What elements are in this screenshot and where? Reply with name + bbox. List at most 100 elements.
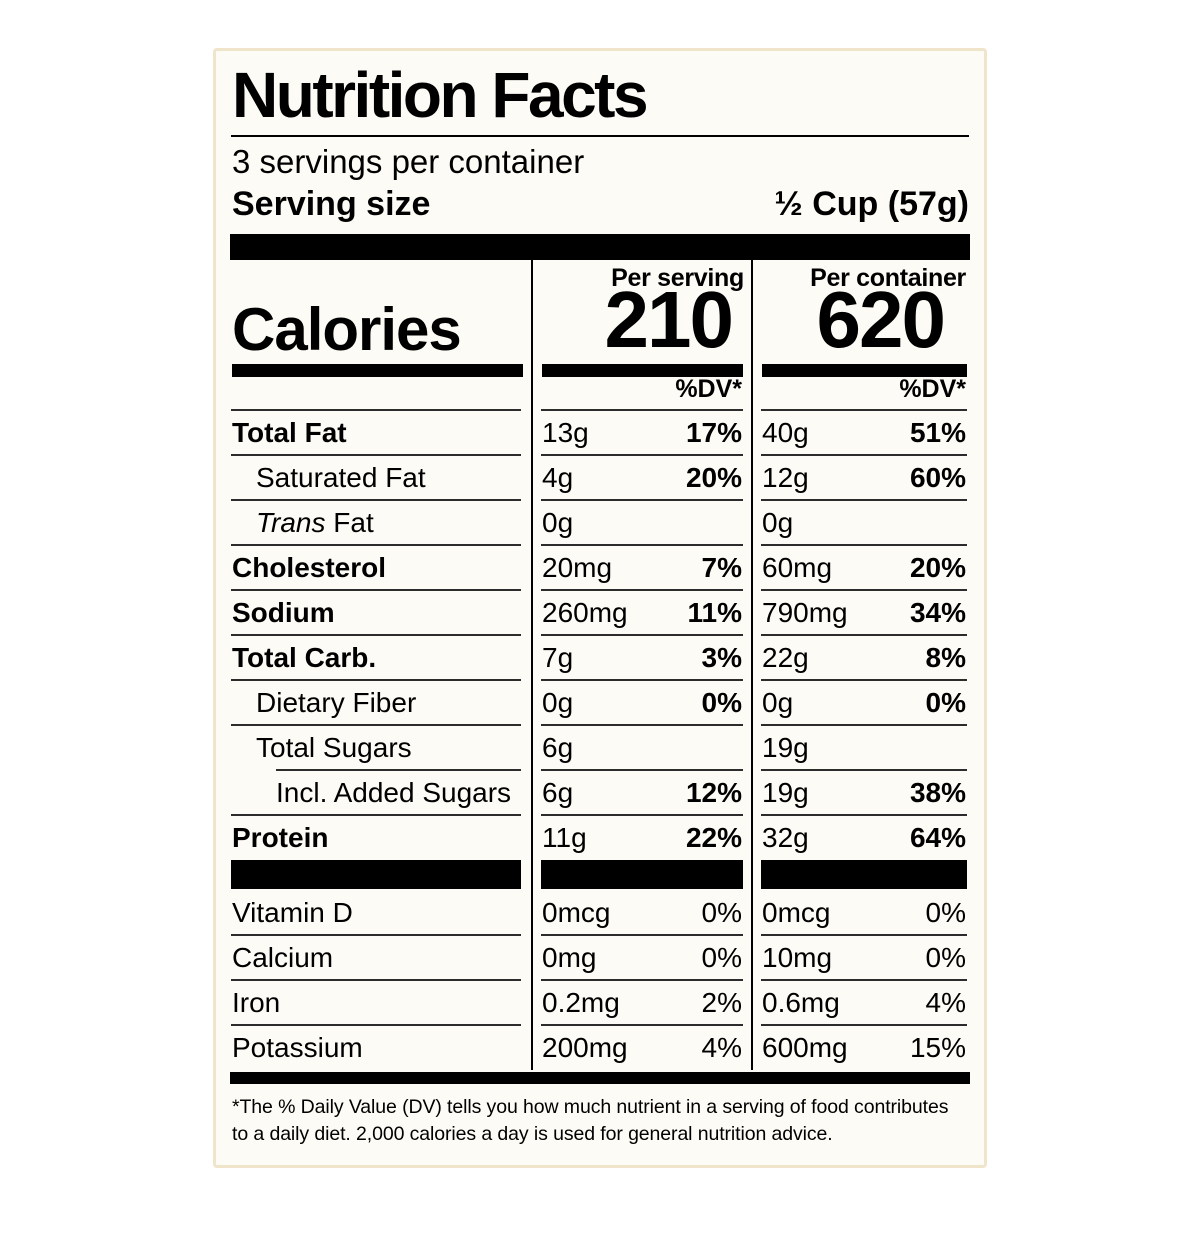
nutrient-name-cell: Calcium (216, 934, 531, 980)
dv-per-serving: 12% (685, 776, 742, 808)
per-serving-cell: 0.2mg 2% (531, 979, 751, 1026)
amount-per-serving: 11g (542, 821, 587, 853)
nutrient-row: Protein 11g 22% 32g 64% (216, 814, 984, 861)
nutrient-name: Total Sugars (256, 732, 412, 764)
separator-cell (216, 860, 531, 890)
calories-per-serving-cell: Per serving 210 %DV* (531, 260, 751, 411)
amount-per-container: 790mg (762, 596, 848, 628)
nutrient-row: Dietary Fiber 0g 0% 0g 0% (216, 679, 984, 726)
nutrient-name: Total Fat (232, 417, 347, 449)
dv-per-serving: 7% (701, 551, 742, 583)
nutrient-name: Saturated Fat (256, 462, 426, 494)
dv-per-serving: 2% (701, 986, 742, 1018)
amount-per-serving: 6g (542, 731, 574, 763)
per-container-cell: 19g (751, 724, 984, 771)
amount-per-container: 12g (762, 461, 809, 493)
nutrient-name: Sodium (232, 597, 335, 629)
amount-per-serving: 200mg (542, 1031, 628, 1063)
amount-per-serving: 7g (542, 641, 574, 673)
nutrient-name-text: Total Fat (232, 416, 347, 448)
section-separator-bar-row (216, 860, 984, 891)
dv-per-container: 38% (909, 776, 966, 808)
nutrient-name-cell: Sodium (216, 589, 531, 635)
calories-per-container-cell: Per container 620 %DV* (751, 260, 984, 411)
separator-bar-segment (231, 860, 521, 890)
nutrient-name-italic: Trans (256, 506, 326, 538)
nutrient-name-cell: Potassium (216, 1024, 531, 1070)
nutrient-row: Incl. Added Sugars 6g 12% 19g 38% (216, 769, 984, 816)
micronutrient-table: Vitamin D 0mcg 0% 0mcg 0% Calcium 0mg 0%… (216, 890, 984, 1071)
dv-per-serving: 3% (701, 641, 742, 673)
nutrient-name: Dietary Fiber (256, 687, 416, 719)
calories-label: Calories (232, 296, 462, 364)
calories-underbar (232, 364, 523, 378)
nutrient-name-text: Cholesterol (232, 551, 387, 583)
dv-per-container: 20% (909, 551, 966, 583)
serving-size-value: ½ Cup (57g) (774, 184, 969, 223)
page-background: Nutrition Facts 3 servings per container… (0, 48, 1200, 1248)
per-container-cell: 0.6mg 4% (751, 979, 984, 1026)
per-container-cell: 22g 8% (751, 634, 984, 681)
nutrient-row: Iron 0.2mg 2% 0.6mg 4% (216, 979, 984, 1026)
nutrient-name-text: Vitamin D (232, 896, 353, 928)
amount-per-container: 60mg (762, 551, 833, 583)
nutrient-name-cell: Incl. Added Sugars (216, 769, 531, 815)
per-serving-cell: 0mg 0% (531, 934, 751, 981)
per-container-cell: 32g 64% (751, 814, 984, 861)
nutrient-name-text: Total Sugars (256, 731, 412, 763)
amount-per-container: 10mg (762, 941, 833, 973)
per-container-cell: 0mcg 0% (751, 890, 984, 936)
per-serving-cell: 13g 17% (531, 409, 751, 456)
per-serving-cell: 0g (531, 499, 751, 546)
nutrient-name-cell: Dietary Fiber (216, 679, 531, 725)
title-divider (231, 135, 969, 137)
calories-underbar (762, 364, 967, 378)
nutrient-row: Total Sugars 6g 19g (216, 724, 984, 771)
per-container-cell: 10mg 0% (751, 934, 984, 981)
amount-per-container: 22g (762, 641, 809, 673)
per-serving-cell: 20mg 7% (531, 544, 751, 591)
calories-section: Calories Per serving 210 %DV* Per contai… (216, 260, 984, 411)
amount-per-container: 19g (762, 731, 809, 763)
nutrient-row: Total Fat 13g 17% 40g 51% (216, 409, 984, 456)
nutrient-name: Trans Fat (256, 507, 374, 539)
per-container-cell: 0g 0% (751, 679, 984, 726)
per-container-cell: 19g 38% (751, 769, 984, 816)
separator-bar-segment (761, 860, 967, 890)
nutrient-row: Potassium 200mg 4% 600mg 15% (216, 1024, 984, 1071)
dv-per-serving: 0% (701, 686, 742, 718)
nutrient-name: Calcium (232, 942, 333, 974)
amount-per-container: 600mg (762, 1031, 848, 1063)
dv-per-container: 51% (909, 416, 966, 448)
nutrient-name: Incl. Added Sugars (276, 777, 511, 809)
nutrient-table: Total Fat 13g 17% 40g 51% Saturated Fat … (216, 409, 984, 861)
header-separator-bar (230, 234, 970, 261)
dv-per-container: 0% (925, 941, 966, 973)
daily-value-footnote: *The % Daily Value (DV) tells you how mu… (232, 1096, 949, 1146)
nutrient-name-text: Iron (232, 986, 281, 1018)
amount-per-serving: 0g (542, 686, 574, 718)
dv-per-container: 15% (909, 1031, 966, 1063)
nutrient-row: Calcium 0mg 0% 10mg 0% (216, 934, 984, 981)
separator-cell (751, 860, 984, 891)
nutrient-name: Protein (232, 822, 328, 854)
dv-per-serving: 20% (685, 461, 742, 493)
calories-underbar (542, 364, 743, 378)
label-title: Nutrition Facts (232, 59, 649, 131)
nutrient-name-cell: Total Sugars (216, 724, 531, 770)
nutrient-name: Total Carb. (232, 642, 376, 674)
per-serving-cell: 11g 22% (531, 814, 751, 861)
calories-per-container-value: 620 (816, 275, 946, 365)
amount-per-serving: 0.2mg (542, 986, 620, 1018)
amount-per-serving: 0g (542, 506, 574, 538)
per-serving-cell: 6g 12% (531, 769, 751, 816)
per-serving-cell: 0g 0% (531, 679, 751, 726)
nutrient-name-cell: Vitamin D (216, 890, 531, 935)
nutrient-row: Cholesterol 20mg 7% 60mg 20% (216, 544, 984, 591)
amount-per-serving: 4g (542, 461, 574, 493)
amount-per-container: 0g (762, 506, 794, 538)
per-container-cell: 60mg 20% (751, 544, 984, 591)
calories-per-serving-value: 210 (604, 275, 734, 365)
nutrient-name: Potassium (232, 1032, 363, 1064)
per-serving-header: Per serving (611, 264, 744, 293)
